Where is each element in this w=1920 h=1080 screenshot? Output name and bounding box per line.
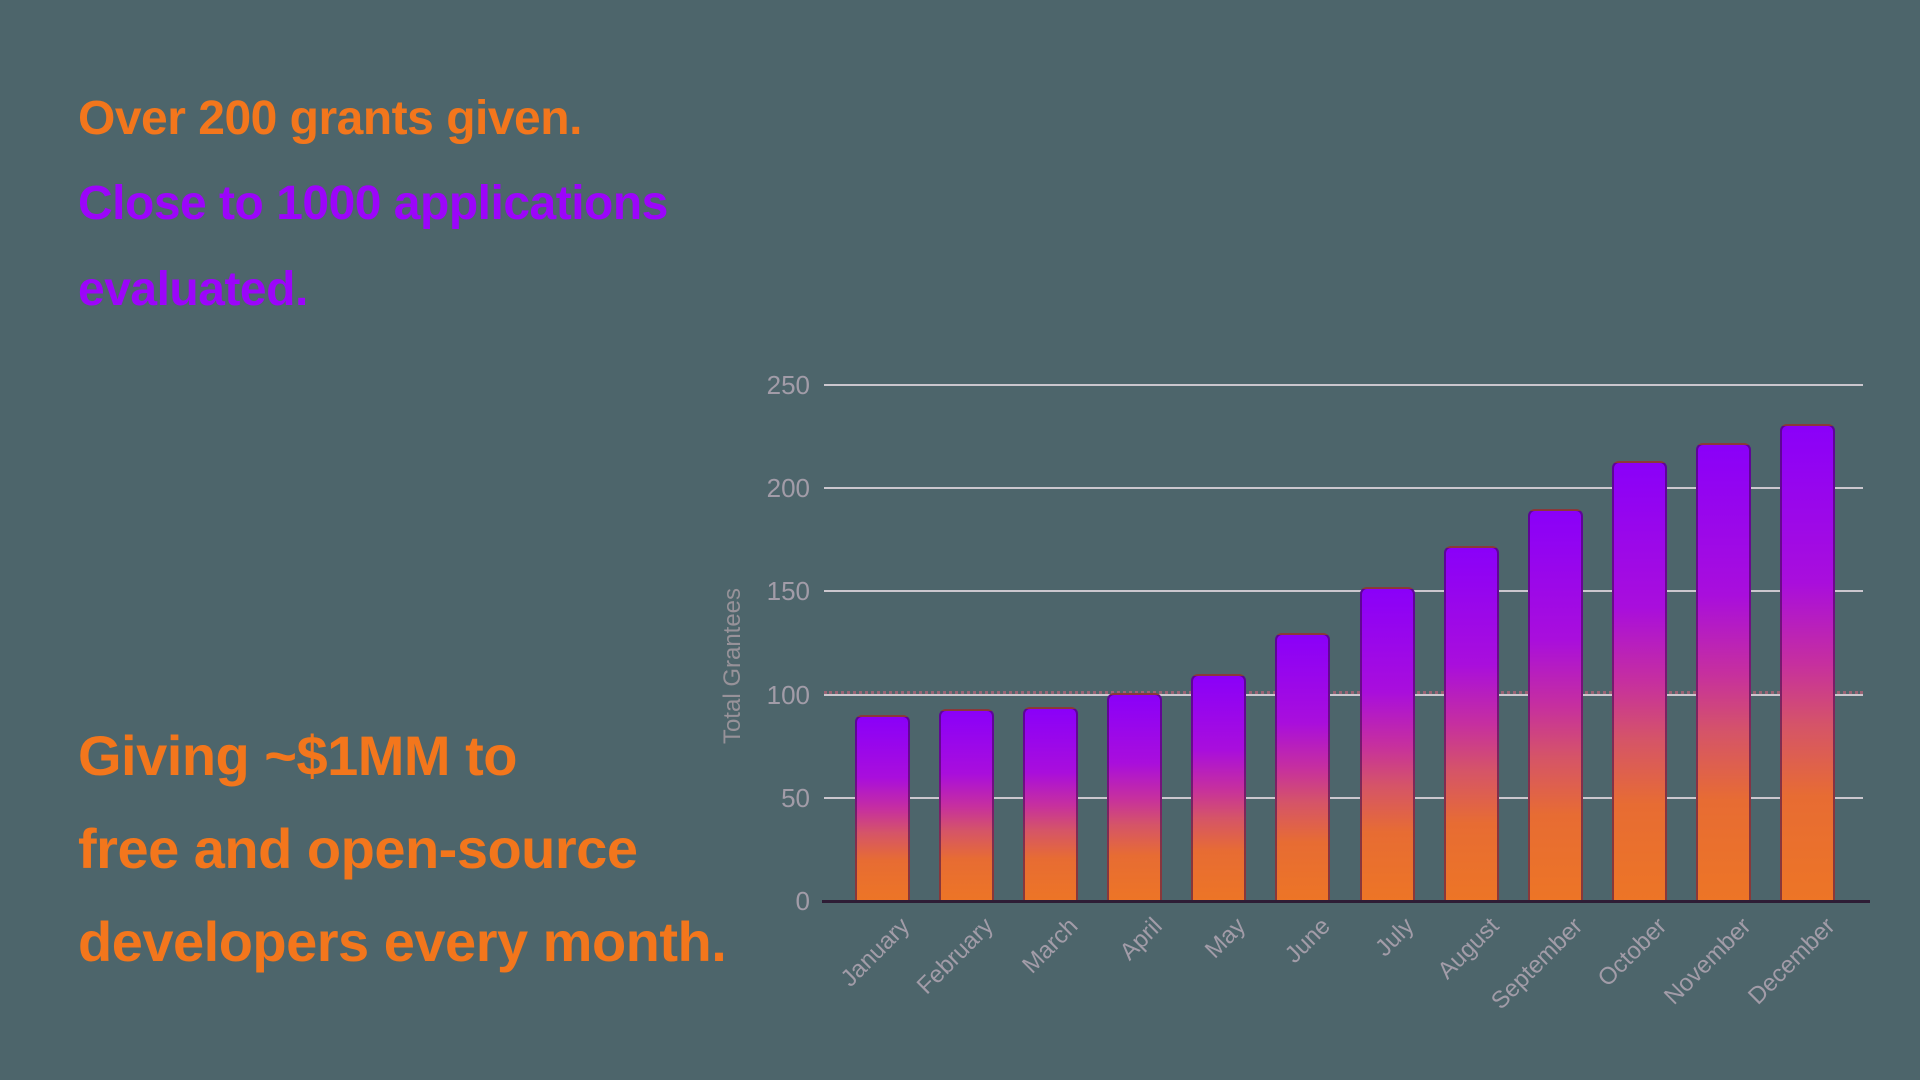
y-axis-title: Total Grantees [719, 587, 746, 745]
bar-may [1191, 673, 1247, 901]
bar-february [938, 709, 994, 901]
x-tick-label: December [1743, 912, 1841, 1010]
y-gridline [824, 384, 1863, 386]
y-gridline [824, 590, 1863, 593]
headline-applications-line-2: evaluated. [78, 263, 308, 316]
y-tick-label: 150 [766, 576, 810, 607]
x-tick-label: June [1279, 912, 1336, 969]
bar-december [1780, 424, 1836, 901]
y-gridline [824, 796, 1863, 799]
bar-september [1527, 508, 1583, 901]
y-tick-label: 100 [766, 679, 810, 710]
bar-april [1107, 692, 1163, 901]
bar-march [1022, 706, 1078, 901]
y-tick-label: 200 [766, 473, 810, 504]
accent-dashed-line [824, 690, 1863, 694]
headline-giving-line-2: free and open-source [78, 817, 638, 880]
bar-august [1443, 545, 1499, 901]
x-tick-label: August [1432, 912, 1504, 985]
headline-applications-line-1: Close to 1000 applications [78, 177, 668, 230]
x-tick-label: February [911, 912, 999, 1000]
bar-january [854, 715, 910, 901]
headline-giving-line-3: developers every month. [78, 910, 727, 973]
x-tick-label: January [835, 912, 915, 993]
x-tick-label: November [1659, 912, 1757, 1010]
y-tick-label: 250 [766, 370, 810, 400]
y-gridline [824, 693, 1863, 696]
bar-june [1275, 632, 1331, 901]
y-gridline [824, 487, 1863, 490]
headline-grants-given: Over 200 grants given. [78, 92, 582, 145]
y-tick-label: 50 [781, 782, 810, 813]
x-tick-label: October [1592, 912, 1673, 993]
headline-giving-line-1: Giving ~$1MM to [78, 724, 518, 787]
x-tick-label: April [1114, 912, 1168, 966]
x-tick-label: May [1200, 912, 1252, 964]
x-axis-line [822, 900, 1870, 903]
y-tick-label: 0 [795, 886, 810, 916]
bar-july [1359, 587, 1415, 901]
x-tick-label: March [1016, 912, 1084, 979]
bar-november [1696, 442, 1752, 901]
bar-october [1612, 461, 1668, 901]
x-tick-label: July [1370, 912, 1420, 962]
